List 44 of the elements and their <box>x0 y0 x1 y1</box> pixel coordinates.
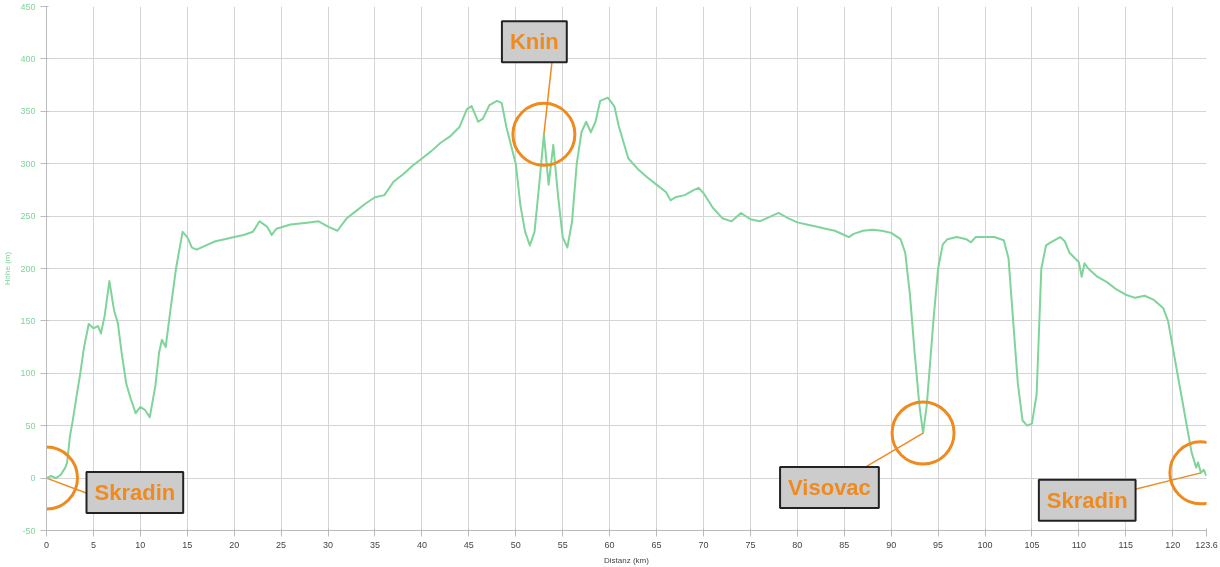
y-tick-label: 200 <box>20 263 36 274</box>
x-tick-label: 55 <box>557 539 568 550</box>
x-tick-label: 85 <box>839 539 850 550</box>
x-tick-label: 70 <box>698 539 709 550</box>
x-tick-label: 10 <box>135 539 146 550</box>
x-tick-label: 120 <box>1165 539 1181 550</box>
x-tick-label: 123.6 <box>1195 539 1218 550</box>
x-tick-label: 30 <box>323 539 334 550</box>
y-axis-title: Höhe (m) <box>3 251 13 286</box>
x-tick-label: 75 <box>745 539 756 550</box>
x-tick-label: 5 <box>90 539 96 550</box>
y-tick-label: 300 <box>20 158 36 169</box>
x-tick-label: 15 <box>182 539 193 550</box>
x-tick-label: 60 <box>604 539 615 550</box>
x-tick-label: 100 <box>977 539 993 550</box>
x-tick-label: 95 <box>933 539 944 550</box>
y-tick-label: 150 <box>20 315 36 326</box>
x-tick-label: 40 <box>416 539 427 550</box>
annotation: Knin <box>509 29 559 55</box>
y-tick-label: 100 <box>20 368 36 379</box>
x-tick-label: 0 <box>44 539 50 550</box>
x-tick-label: 65 <box>651 539 662 550</box>
annotation: Skradin <box>1046 487 1128 513</box>
y-tick-label: 0 <box>30 473 36 484</box>
x-tick-label: 90 <box>886 539 897 550</box>
x-tick-label: 105 <box>1024 539 1040 550</box>
x-tick-label: 45 <box>463 539 474 550</box>
x-tick-label: 115 <box>1118 539 1133 550</box>
x-tick-label: 110 <box>1071 539 1087 550</box>
y-tick-label: 250 <box>20 211 36 222</box>
x-tick-label: 80 <box>792 539 803 550</box>
annotation: Skradin <box>94 480 176 506</box>
x-axis-title: Distanz (km) <box>604 555 650 565</box>
x-tick-label: 20 <box>229 539 240 550</box>
y-tick-label: 450 <box>20 1 36 12</box>
y-tick-label: 50 <box>25 420 36 431</box>
x-tick-label: 50 <box>510 539 521 550</box>
line-series <box>46 96 1207 480</box>
x-tick-label: 35 <box>369 539 380 550</box>
y-tick-label: 400 <box>20 53 36 64</box>
y-tick-label: 350 <box>20 106 36 117</box>
y-tick-label: -50 <box>22 525 36 536</box>
annotation: Visovac <box>788 475 871 501</box>
x-tick-label: 25 <box>276 539 287 550</box>
